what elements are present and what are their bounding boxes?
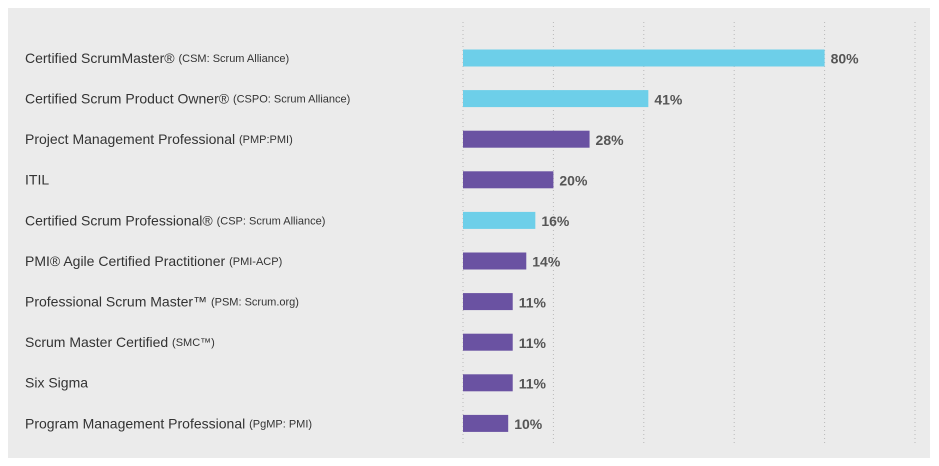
value-label: 16%	[541, 213, 570, 229]
category-label: Program Management Professional (PgMP: P…	[25, 415, 312, 431]
value-label: 11%	[519, 335, 547, 351]
bar	[463, 374, 513, 392]
bar	[463, 130, 590, 148]
category-label: Six Sigma	[25, 375, 88, 391]
bar	[463, 293, 513, 311]
bar	[463, 171, 554, 189]
value-label: 28%	[596, 132, 625, 148]
category-label: Project Management Professional (PMP:PMI…	[25, 131, 293, 147]
category-label: ITIL	[25, 172, 49, 188]
value-label: 41%	[654, 91, 683, 107]
bar	[463, 211, 536, 229]
value-label: 10%	[514, 416, 543, 432]
category-label: Scrum Master Certified (SMC™)	[25, 334, 215, 350]
category-label: Professional Scrum Master™ (PSM: Scrum.o…	[25, 293, 299, 309]
value-label: 80%	[831, 51, 860, 67]
value-label: 11%	[519, 376, 547, 392]
bar	[463, 252, 527, 270]
bar	[463, 333, 513, 351]
value-label: 20%	[559, 173, 588, 189]
category-label: Certified Scrum Professional® (CSP: Scru…	[25, 212, 325, 228]
value-label: 11%	[519, 294, 547, 310]
category-label: Certified ScrumMaster® (CSM: Scrum Allia…	[25, 50, 289, 66]
bar	[463, 49, 825, 67]
category-label: Certified Scrum Product Owner® (CSPO: Sc…	[25, 90, 350, 106]
value-label: 14%	[532, 254, 561, 270]
bar	[463, 90, 649, 108]
bar	[463, 414, 509, 432]
category-label: PMI® Agile Certified Practitioner (PMI-A…	[25, 253, 282, 269]
